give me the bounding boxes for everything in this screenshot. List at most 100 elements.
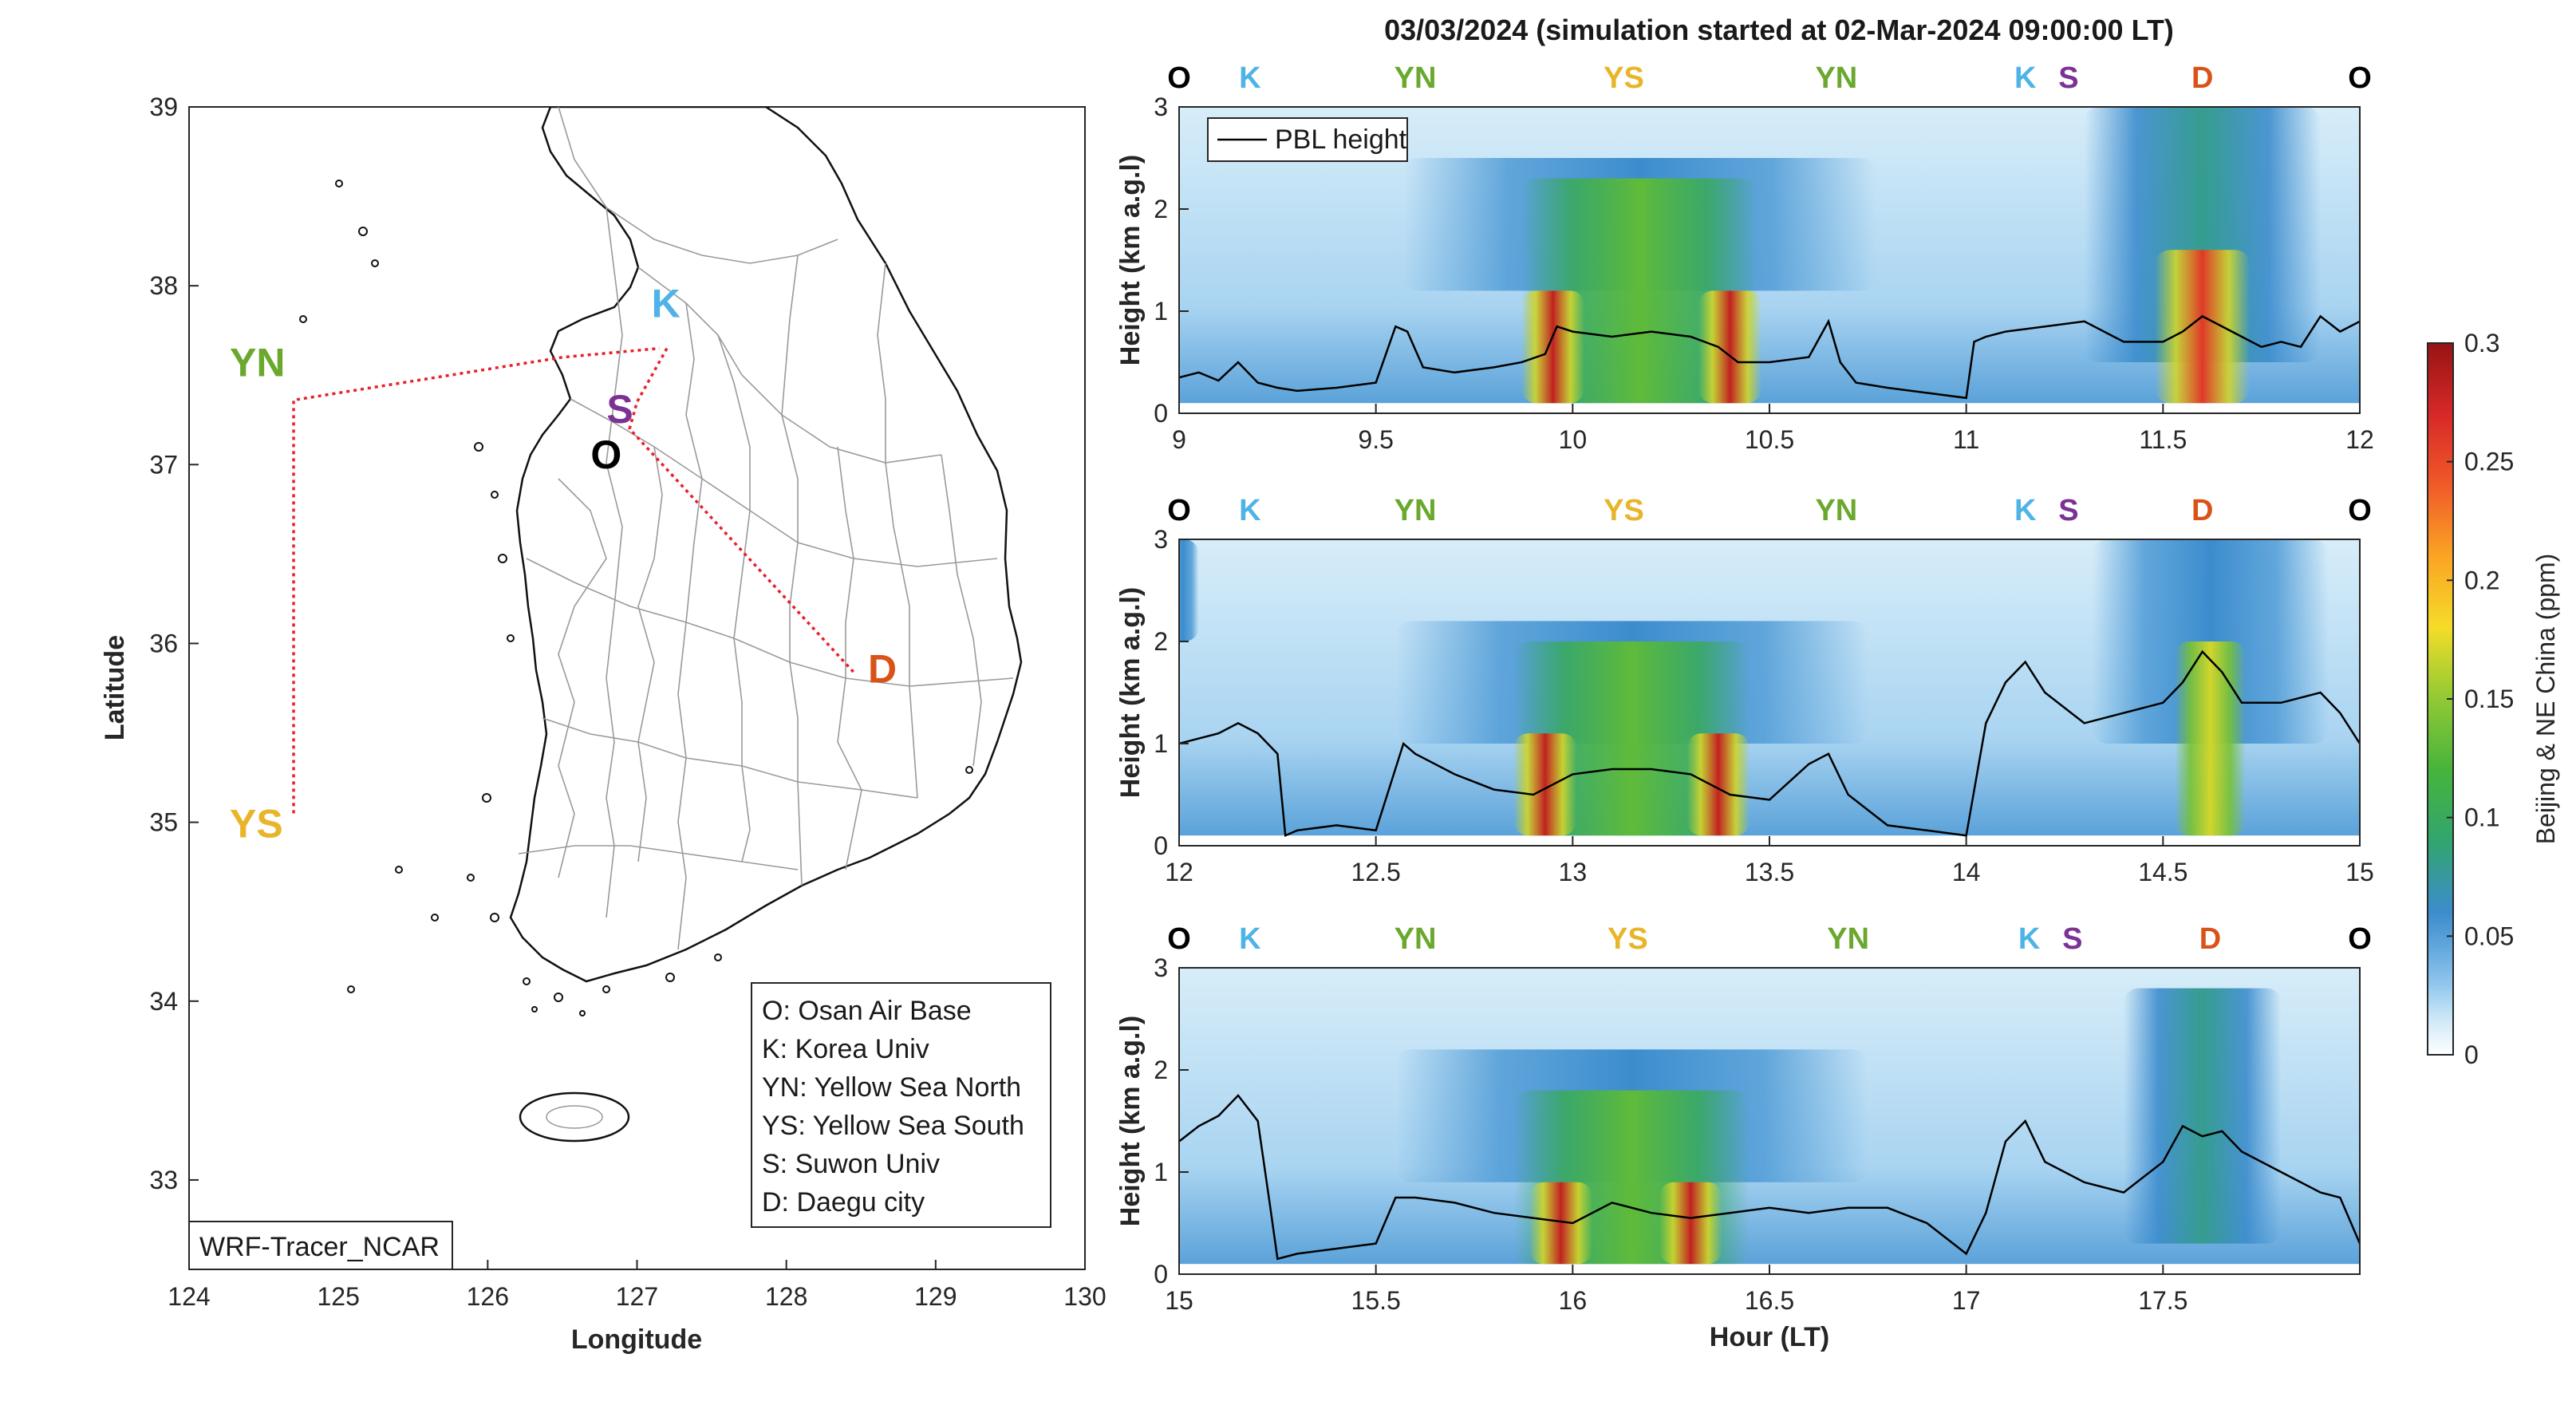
map-site-labels: YN YS K SO D (230, 281, 897, 846)
pbl-legend-label: PBL height (1275, 124, 1407, 155)
model-label: WRF-Tracer_NCAR (199, 1232, 440, 1262)
map-site-label-ys: YS (230, 801, 283, 846)
x-tick-label: 17.5 (2138, 1286, 2187, 1315)
site-marker-o: O (1167, 494, 1191, 527)
site-marker-o: O (2348, 61, 2372, 95)
site-marker-o: O (1167, 922, 1191, 956)
map-y-tick-label: 34 (149, 987, 178, 1016)
track-inland-line (628, 347, 858, 676)
pbl-height-line (1179, 1094, 2360, 1261)
jeju-admin-line (546, 1105, 603, 1129)
map-y-tick-label: 35 (149, 808, 178, 837)
x-tick-label: 12 (1165, 858, 1193, 886)
x-tick-label: 15.5 (1351, 1286, 1401, 1315)
site-marker-yn: YN (1815, 494, 1857, 527)
concentration-plume (1698, 290, 1762, 404)
x-axis-label: Hour (LT) (1710, 1322, 1829, 1352)
admin-boundaries (518, 107, 1014, 950)
site-marker-ys: YS (1604, 494, 1644, 527)
site-legend-entry: S: Suwon Univ (762, 1149, 940, 1179)
colorbar-tick-label: 0.1 (2464, 803, 2499, 832)
flight-track (292, 346, 858, 814)
map-x-tick-label: 127 (616, 1282, 658, 1311)
y-tick-label: 2 (1154, 1056, 1168, 1084)
coastline-jeju (519, 1091, 630, 1143)
site-marker-s: S (2058, 61, 2078, 95)
y-tick-label: 3 (1154, 93, 1168, 121)
site-marker-o: O (2348, 922, 2372, 956)
colorbar: 0 0.05 0.1 0.15 0.2 0.25 0.3 Beijing & NE Chin… (2427, 329, 2560, 1069)
site-legend-entry: YS: Yellow Sea South (762, 1111, 1024, 1141)
site-marker-yn: YN (1815, 61, 1857, 95)
map-x-axis-label: Longitude (571, 1324, 702, 1355)
map-site-label-o: O (590, 432, 621, 477)
site-marker-k: K (1239, 922, 1261, 956)
map-outline-layer (299, 107, 1023, 1143)
y-tick-label: 2 (1154, 195, 1168, 223)
site-marker-d: D (2191, 61, 2213, 95)
concentration-plume (2155, 250, 2250, 404)
map-y-tick-label: 37 (149, 450, 178, 479)
site-marker-k: K (2014, 61, 2037, 95)
y-tick-label: 1 (1154, 1158, 1168, 1186)
concentration-plume (1686, 733, 1750, 836)
concentration-plume (1659, 1182, 1722, 1265)
model-label-box (188, 1221, 453, 1270)
map-x-tick-label: 128 (765, 1282, 807, 1311)
site-marker-d: D (2199, 922, 2221, 956)
y-tick-label: 3 (1154, 953, 1168, 982)
site-marker-yn: YN (1395, 61, 1437, 95)
colorbar-label: Beijing & NE China (ppm) (2531, 554, 2560, 845)
site-legend-entry: D: Daegu city (762, 1187, 925, 1218)
pbl-height-line (1179, 649, 2360, 838)
site-marker-s: S (2058, 494, 2078, 527)
x-tick-label: 9 (1172, 425, 1186, 454)
colorbar-tick-label: 0.25 (2464, 448, 2514, 476)
western-islands (299, 180, 973, 1016)
colorbar-tick-label: 0.3 (2464, 329, 2499, 357)
x-tick-label: 14 (1952, 858, 1981, 886)
site-marker-o: O (1167, 61, 1191, 95)
site-marker-o: O (2348, 494, 2372, 527)
map-x-ticks: 124 125 126 127 128 129 130 (168, 1260, 1107, 1311)
x-tick-label: 10.5 (1745, 425, 1794, 454)
site-marker-k: K (1239, 494, 1261, 527)
coastline-korea (509, 107, 1023, 983)
concentration-plume (1521, 290, 1585, 404)
map-y-tick-label: 38 (149, 271, 178, 300)
y-axis-label: Height (km a.g.l) (1115, 587, 1146, 798)
y-tick-label: 0 (1154, 1260, 1168, 1289)
map-y-tick-label: 39 (149, 93, 178, 121)
map-x-tick-label: 125 (317, 1282, 359, 1311)
map-x-tick-label: 124 (168, 1282, 210, 1311)
site-legend-entry: YN: Yellow Sea North (762, 1072, 1021, 1103)
y-tick-label: 2 (1154, 627, 1168, 656)
colorbar-tick-label: 0.15 (2464, 685, 2514, 713)
pbl-height-line (1179, 314, 2360, 400)
map-site-label-s: S (606, 387, 633, 432)
x-tick-label: 10 (1559, 425, 1588, 454)
concentration-plume (2124, 988, 2282, 1244)
y-tick-label: 0 (1154, 399, 1168, 428)
y-axis-label: Height (km a.g.l) (1115, 1016, 1146, 1226)
map-y-tick-label: 36 (149, 629, 178, 657)
x-tick-label: 12 (2345, 425, 2374, 454)
site-marker-k: K (2014, 494, 2037, 527)
y-tick-label: 3 (1154, 525, 1168, 554)
site-marker-yn: YN (1395, 922, 1437, 956)
map-y-ticks: 33 34 35 36 37 38 39 (149, 93, 199, 1194)
x-tick-label: 13 (1559, 858, 1588, 886)
map-site-label-d: D (868, 647, 897, 692)
map-site-label-yn: YN (230, 340, 285, 385)
concentration-plume (2175, 641, 2246, 836)
x-tick-label: 11.5 (2139, 425, 2187, 454)
site-marker-yn: YN (1827, 922, 1869, 956)
site-marker-d: D (2191, 494, 2213, 527)
heatmap-field (1179, 539, 2360, 846)
concentration-plume (1179, 539, 1199, 641)
y-tick-label: 0 (1154, 831, 1168, 860)
y-tick-label: 1 (1154, 729, 1168, 758)
